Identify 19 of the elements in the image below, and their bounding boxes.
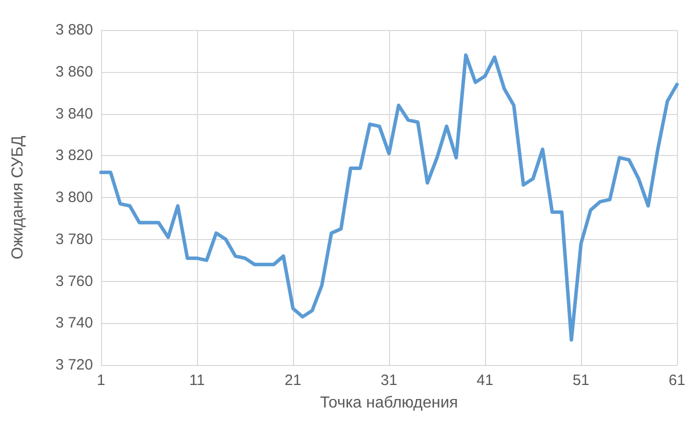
y-tick-label: 3 780	[55, 230, 93, 248]
y-tick-label: 3 760	[55, 272, 93, 290]
y-tick-label: 3 840	[55, 105, 93, 122]
x-tick-label: 1	[96, 372, 106, 389]
x-axis-title: Точка наблюдения	[320, 394, 458, 412]
y-tick-label: 3 740	[55, 314, 93, 332]
x-tick-label: 11	[189, 372, 205, 389]
x-tick-label: 61	[668, 372, 686, 389]
y-tick-label: 3 820	[55, 147, 93, 164]
x-tick-label: 31	[380, 372, 398, 389]
x-tick-label: 41	[476, 372, 494, 389]
y-tick-label: 3 800	[55, 189, 93, 206]
y-tick-label: 3 880	[55, 22, 93, 38]
x-tick-label: 21	[284, 372, 302, 389]
line-series	[99, 53, 679, 342]
y-tick-label: 3 860	[55, 63, 93, 80]
y-tick-label: 3 720	[55, 356, 93, 374]
y-axis-title: Ожидания СУБД	[10, 135, 26, 260]
x-tick-label: 51	[572, 372, 590, 389]
